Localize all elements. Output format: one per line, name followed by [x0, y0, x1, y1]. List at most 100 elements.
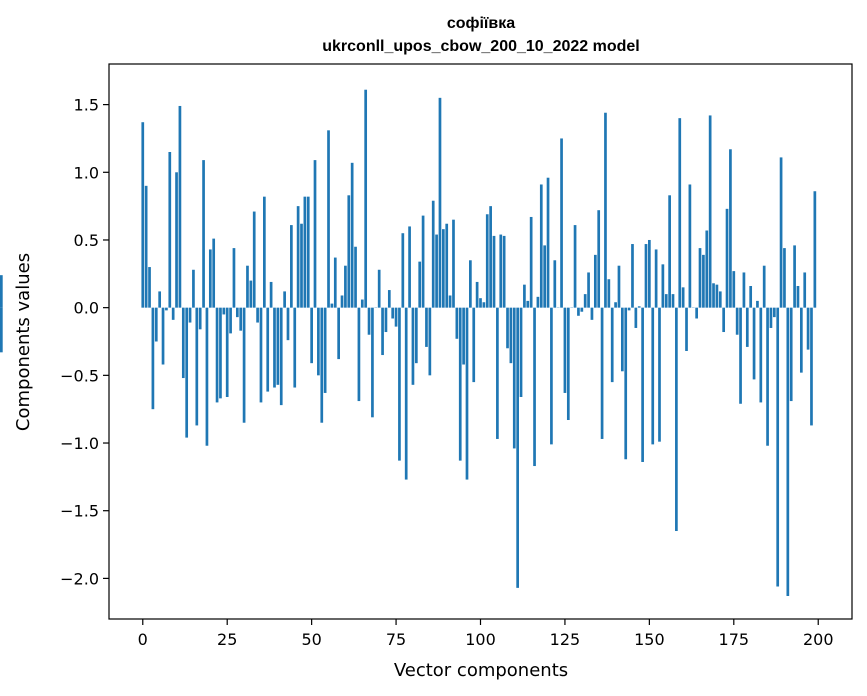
y-tick-label: 1.0	[74, 163, 99, 182]
bar	[506, 307, 509, 349]
bar	[259, 307, 263, 403]
bar	[320, 307, 324, 423]
bar	[333, 257, 337, 308]
bar	[283, 291, 286, 308]
bar	[303, 196, 307, 308]
bar	[428, 307, 432, 376]
bar	[671, 294, 675, 308]
y-axis-label: Components values	[13, 253, 34, 431]
bar	[799, 307, 803, 373]
bar	[577, 307, 580, 316]
x-tick-label: 75	[386, 630, 406, 649]
bar	[698, 248, 702, 308]
bar	[756, 300, 759, 308]
bar	[573, 225, 577, 308]
bar	[614, 302, 617, 308]
bar	[546, 177, 550, 308]
bar	[533, 307, 536, 467]
bar	[404, 307, 408, 480]
bar	[175, 172, 178, 308]
bar	[168, 151, 172, 308]
bar	[789, 307, 793, 402]
bar	[712, 283, 715, 308]
bar	[749, 286, 753, 308]
y-tick-label: 0.0	[74, 299, 99, 318]
bar	[347, 195, 351, 308]
bar	[158, 291, 162, 308]
bar	[624, 307, 628, 460]
bar	[317, 307, 320, 376]
bar	[225, 307, 229, 397]
bar	[249, 280, 253, 308]
bar	[583, 294, 587, 308]
bar	[202, 160, 205, 308]
bar	[208, 249, 212, 308]
bar	[192, 269, 195, 308]
bar	[313, 160, 317, 308]
bar	[776, 307, 780, 587]
bar	[367, 307, 371, 335]
bar	[732, 271, 736, 308]
bar	[475, 281, 479, 308]
bar	[154, 307, 158, 342]
bar	[509, 307, 513, 364]
bar	[536, 296, 540, 308]
bar	[685, 307, 688, 351]
bar	[300, 223, 303, 308]
bar	[715, 284, 719, 308]
bar	[458, 307, 462, 461]
bar	[560, 138, 563, 308]
bar	[772, 307, 776, 318]
bar	[235, 307, 239, 318]
bar	[678, 118, 682, 308]
bar	[239, 307, 243, 331]
bar	[550, 307, 553, 445]
bar	[387, 290, 391, 308]
bar	[286, 307, 290, 341]
bar	[482, 302, 486, 308]
x-tick-label: 200	[803, 630, 834, 649]
bar	[489, 206, 492, 308]
bar	[344, 265, 347, 308]
bar	[644, 244, 648, 308]
bar	[330, 303, 334, 308]
bar	[759, 307, 763, 403]
bar	[205, 307, 209, 446]
bar	[637, 306, 641, 308]
bar	[256, 307, 259, 323]
bar	[263, 196, 266, 308]
bar	[745, 307, 749, 347]
bar	[526, 300, 530, 308]
y-tick-label: −1.0	[60, 434, 99, 453]
bar	[229, 307, 232, 334]
bar	[445, 223, 449, 308]
bar	[729, 149, 732, 308]
bar	[425, 307, 428, 347]
x-tick-label: 25	[217, 630, 237, 649]
bar	[215, 307, 219, 403]
bar	[502, 235, 506, 308]
bar	[384, 307, 388, 333]
bar	[543, 245, 547, 308]
bar	[762, 265, 766, 308]
bar	[519, 307, 523, 397]
bar	[620, 307, 624, 372]
bar	[688, 184, 692, 308]
y-tick-label: 0.5	[74, 231, 99, 250]
bar	[310, 307, 313, 364]
bar	[742, 272, 746, 308]
y-tick-label: 1.5	[74, 96, 99, 115]
x-tick-label: 125	[550, 630, 581, 649]
bar	[641, 307, 644, 462]
bar	[242, 307, 246, 423]
bar	[563, 307, 567, 393]
bar	[306, 196, 310, 308]
bar	[381, 307, 384, 356]
bar	[539, 184, 543, 308]
bar	[411, 307, 415, 385]
bar	[607, 279, 611, 308]
bar	[783, 248, 786, 308]
bar	[377, 269, 381, 308]
bar	[627, 307, 631, 311]
bar	[337, 307, 340, 360]
